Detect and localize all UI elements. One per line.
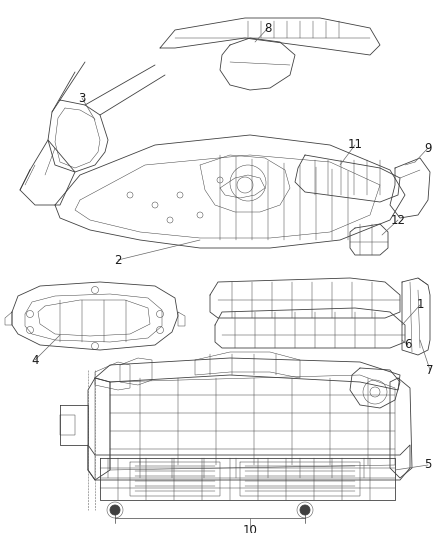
Text: 11: 11: [347, 139, 363, 151]
Text: 2: 2: [114, 254, 122, 266]
Text: 10: 10: [243, 523, 258, 533]
Text: 7: 7: [426, 364, 434, 376]
Text: 3: 3: [78, 92, 86, 104]
Text: 6: 6: [404, 338, 412, 351]
Text: 4: 4: [31, 353, 39, 367]
Text: 1: 1: [416, 298, 424, 311]
Text: 8: 8: [264, 21, 272, 35]
Circle shape: [300, 505, 310, 515]
Text: 9: 9: [424, 141, 432, 155]
Circle shape: [110, 505, 120, 515]
Text: 12: 12: [391, 214, 406, 227]
Text: 5: 5: [424, 458, 432, 472]
